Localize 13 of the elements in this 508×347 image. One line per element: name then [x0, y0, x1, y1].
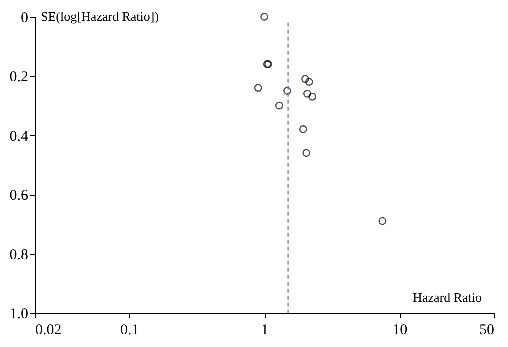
x-tick-label: 10: [392, 322, 408, 338]
y-tick-label: 0.4: [10, 128, 29, 145]
x-axis-title: Hazard Ratio: [413, 290, 482, 305]
y-tick-label: 1.0: [10, 306, 28, 322]
y-tick-label: 0.2: [10, 70, 28, 86]
y-axis-title: SE(log[Hazard Ratio]): [41, 9, 160, 24]
y-tick-label: 0: [21, 10, 28, 26]
x-tick-label: 0.02: [36, 322, 62, 338]
x-tick-label: 50: [480, 322, 494, 338]
y-tick-label: 0.6: [10, 188, 29, 204]
x-tick-label: 1: [261, 322, 269, 338]
x-tick-label: 0.1: [120, 322, 140, 338]
y-tick-label: 0.8: [10, 247, 28, 264]
